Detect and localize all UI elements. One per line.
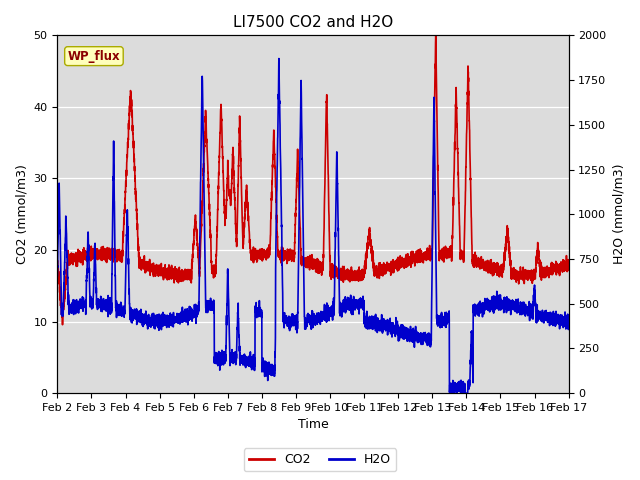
CO2	[59, 322, 67, 327]
H2O	[446, 390, 454, 396]
CO2	[435, 249, 443, 255]
H2O	[147, 320, 154, 326]
Y-axis label: CO2 (mmol/m3): CO2 (mmol/m3)	[15, 164, 28, 264]
Y-axis label: H2O (mmol/m3): H2O (mmol/m3)	[612, 164, 625, 264]
Legend: CO2, H2O: CO2, H2O	[244, 448, 396, 471]
H2O	[564, 320, 572, 325]
H2O	[249, 359, 257, 364]
CO2	[386, 265, 394, 271]
CO2	[54, 264, 61, 270]
CO2	[249, 253, 257, 259]
H2O	[474, 306, 482, 312]
Title: LI7500 CO2 and H2O: LI7500 CO2 and H2O	[233, 15, 393, 30]
H2O	[386, 320, 394, 326]
Line: H2O: H2O	[58, 59, 568, 393]
CO2	[432, 33, 440, 38]
H2O	[435, 313, 443, 319]
X-axis label: Time: Time	[298, 419, 328, 432]
CO2	[147, 264, 154, 270]
CO2	[360, 275, 368, 280]
Text: WP_flux: WP_flux	[68, 49, 120, 63]
H2O	[54, 273, 61, 278]
H2O	[360, 300, 368, 305]
CO2	[474, 263, 482, 268]
H2O	[275, 56, 283, 61]
CO2	[564, 264, 572, 270]
Line: CO2: CO2	[58, 36, 568, 324]
